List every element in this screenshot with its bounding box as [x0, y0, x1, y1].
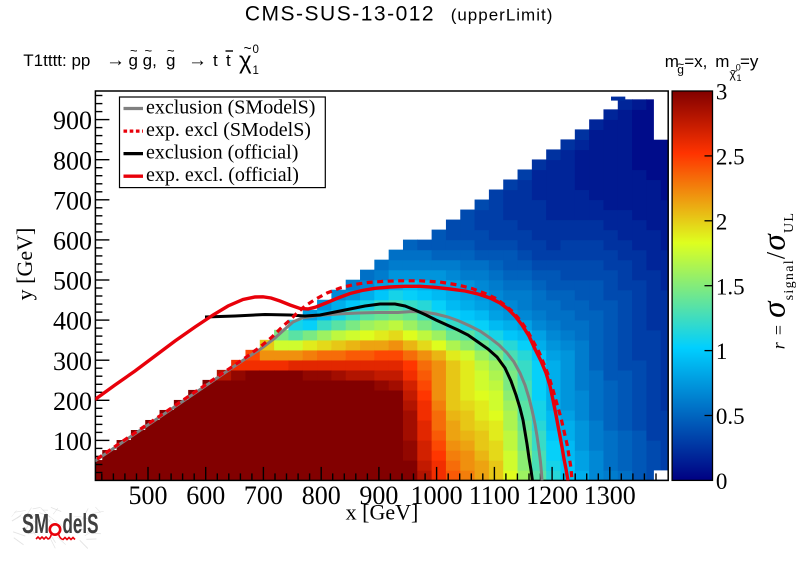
- svg-text:χ: χ: [239, 48, 252, 75]
- svg-text:700: 700: [53, 186, 92, 215]
- svg-text:100: 100: [53, 427, 92, 456]
- svg-text:~: ~: [731, 64, 738, 78]
- svg-text:y [GeV]: y [GeV]: [12, 228, 37, 301]
- svg-text:0: 0: [736, 63, 741, 73]
- svg-text:g: g: [166, 51, 175, 70]
- svg-text:CMS-SUS-13-012: CMS-SUS-13-012: [245, 2, 435, 25]
- svg-text:0.5: 0.5: [716, 404, 745, 429]
- svg-text:g: g: [677, 63, 684, 77]
- svg-text:exclusion (official): exclusion (official): [146, 141, 298, 163]
- svg-text:~: ~: [130, 43, 138, 58]
- svg-text:exp. excl (SModelS): exp. excl (SModelS): [146, 119, 311, 141]
- svg-text:200: 200: [53, 387, 92, 416]
- svg-text:1: 1: [737, 73, 742, 83]
- svg-text:exclusion (SModelS): exclusion (SModelS): [146, 96, 315, 118]
- svg-text:1200: 1200: [526, 481, 578, 510]
- svg-text:700: 700: [244, 481, 283, 510]
- svg-text:m: m: [665, 52, 679, 71]
- svg-text:500: 500: [53, 267, 92, 296]
- svg-text:1300: 1300: [584, 481, 636, 510]
- svg-text:x [GeV]: x [GeV]: [346, 500, 419, 525]
- svg-text:exp. excl. (official): exp. excl. (official): [146, 164, 299, 186]
- svg-text:(upperLimit): (upperLimit): [451, 6, 554, 25]
- svg-text:g g,: g g,: [129, 51, 157, 70]
- svg-text:1.5: 1.5: [716, 274, 745, 299]
- svg-text:t: t: [213, 51, 218, 70]
- svg-text:~: ~: [244, 40, 252, 56]
- svg-text:1: 1: [716, 339, 728, 364]
- svg-text:χ: χ: [730, 67, 737, 81]
- svg-text:900: 900: [53, 106, 92, 135]
- svg-text:~: ~: [145, 43, 153, 58]
- svg-text:→: →: [188, 50, 207, 71]
- svg-text:=y: =y: [740, 52, 759, 71]
- svg-text:1100: 1100: [469, 481, 520, 510]
- svg-text:0: 0: [253, 44, 259, 56]
- svg-text:800: 800: [53, 146, 92, 175]
- svg-text:m: m: [715, 52, 729, 71]
- svg-text:delS: delS: [63, 508, 99, 539]
- svg-text:900: 900: [359, 481, 398, 510]
- svg-text:800: 800: [302, 481, 341, 510]
- svg-text:SM: SM: [22, 508, 49, 539]
- svg-text:~: ~: [167, 43, 175, 58]
- svg-text:600: 600: [186, 481, 225, 510]
- svg-text:2.5: 2.5: [716, 145, 745, 170]
- svg-text:300: 300: [53, 347, 92, 376]
- svg-text:600: 600: [53, 227, 92, 256]
- svg-text:T1tttt: pp: T1tttt: pp: [23, 51, 90, 70]
- svg-text:400: 400: [53, 307, 92, 336]
- svg-text:0: 0: [716, 469, 728, 494]
- svg-text:500: 500: [129, 481, 168, 510]
- svg-text:→: →: [106, 50, 125, 71]
- svg-text:3: 3: [716, 80, 728, 105]
- svg-text:1000: 1000: [411, 481, 463, 510]
- svg-text:t: t: [226, 51, 231, 70]
- svg-text:1: 1: [253, 65, 259, 77]
- svg-text:~: ~: [677, 58, 684, 72]
- svg-text:=x,: =x,: [684, 52, 707, 71]
- svg-text:2: 2: [716, 209, 728, 234]
